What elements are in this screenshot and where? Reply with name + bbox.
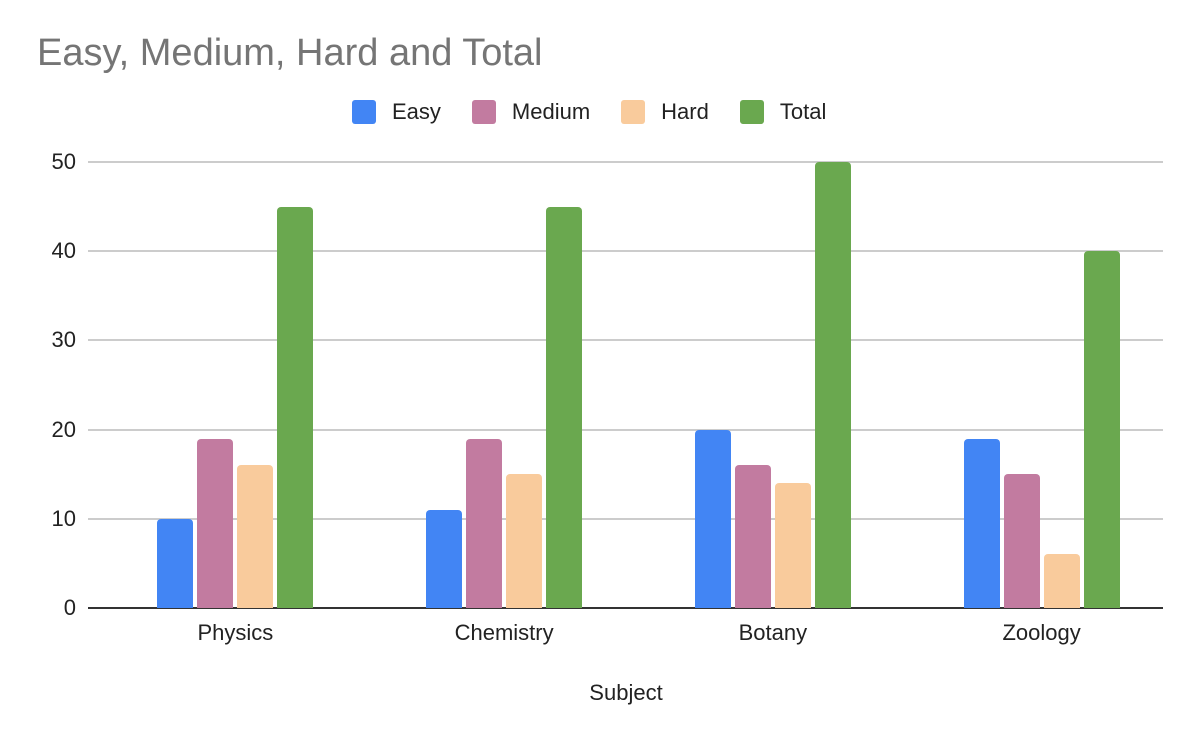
x-tick-label: Chemistry (454, 620, 554, 645)
legend-swatch (352, 100, 376, 124)
legend-swatch (471, 100, 496, 124)
bar-physics-total[interactable] (277, 206, 314, 608)
bar-chemistry-easy[interactable] (426, 509, 463, 608)
bar-zoology-medium[interactable] (1003, 474, 1040, 608)
gridline (88, 428, 1163, 431)
bar-botany-medium[interactable] (734, 465, 771, 608)
y-tick-label: 0 (63, 595, 76, 620)
legend-label: Medium (511, 99, 591, 124)
gridline (88, 161, 1163, 163)
gridline (88, 339, 1163, 342)
y-tick-label: 10 (51, 505, 76, 531)
y-tick-label: 40 (51, 238, 76, 264)
bar-physics-medium[interactable] (197, 438, 234, 608)
bar-botany-total[interactable] (814, 162, 851, 608)
chart-title: Easy, Medium, Hard and Total (37, 32, 543, 74)
bar-botany-hard[interactable] (774, 483, 811, 608)
gridline (88, 517, 1163, 520)
x-tick-label: Physics (197, 620, 274, 645)
bar-zoology-total[interactable] (1083, 251, 1120, 608)
y-tick-label: 30 (51, 327, 76, 353)
bar-physics-hard[interactable] (237, 465, 274, 608)
x-tick-label: Zoology (1002, 620, 1081, 645)
legend-item-easy[interactable]: Easy (352, 99, 441, 125)
bar-chemistry-medium[interactable] (466, 438, 503, 608)
gridline (88, 250, 1163, 253)
x-axis-line (88, 607, 1163, 609)
legend-item-hard[interactable]: Hard (621, 99, 709, 125)
legend-label: Hard (661, 99, 709, 124)
x-tick-label: Botany (738, 620, 808, 645)
bar-zoology-easy[interactable] (963, 438, 1000, 608)
chart-legend: Easy Medium Hard Total (352, 99, 857, 125)
legend-label: Easy (392, 99, 441, 124)
bar-chemistry-total[interactable] (546, 206, 583, 608)
legend-swatch (621, 100, 646, 124)
legend-label: Total (779, 99, 827, 124)
plot-area (88, 161, 1163, 609)
bar-physics-easy[interactable] (157, 518, 194, 608)
bar-chemistry-hard[interactable] (506, 474, 543, 608)
y-tick-label: 20 (51, 416, 76, 442)
bar-zoology-hard[interactable] (1043, 554, 1080, 608)
legend-swatch (739, 100, 764, 124)
legend-item-medium[interactable]: Medium (471, 99, 591, 125)
y-tick-label: 50 (51, 149, 76, 174)
x-axis-label: Subject (589, 680, 663, 705)
legend-item-total[interactable]: Total (739, 99, 827, 125)
bar-botany-easy[interactable] (694, 429, 731, 608)
